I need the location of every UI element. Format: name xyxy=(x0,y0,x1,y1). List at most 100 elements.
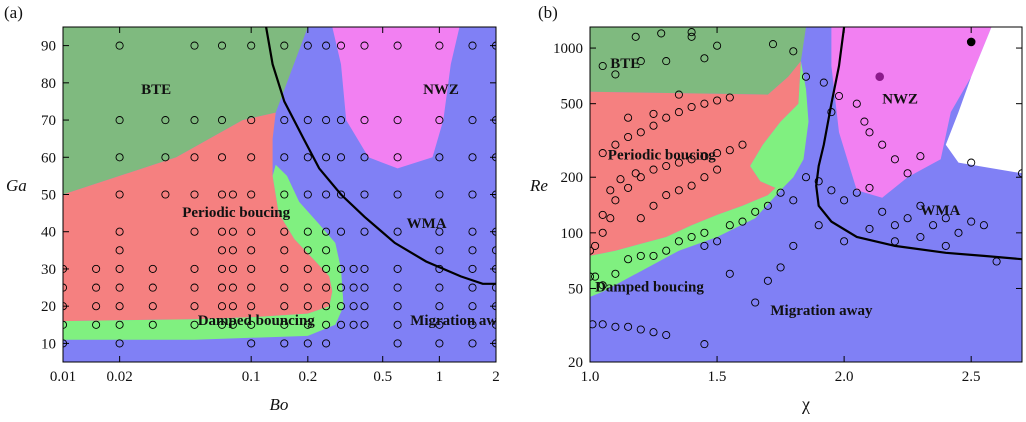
data-point-marker xyxy=(336,116,346,125)
x-tick-label: 2.5 xyxy=(962,369,981,385)
data-point-marker xyxy=(687,232,696,242)
region-label-migration-away: Migration away xyxy=(410,313,513,329)
x-tick-label: 2 xyxy=(492,369,500,385)
data-point-marker xyxy=(598,320,607,329)
data-point-marker xyxy=(649,251,658,260)
y-tick-label: 80 xyxy=(41,76,56,92)
data-point-marker xyxy=(435,246,444,255)
panel-b: (b) BTE NWZ Periodic boucing WMA Damped bouc… xyxy=(529,3,1023,414)
panel-a-regions: BTE NWZ Periodic boucing WMA Damped bouncing… xyxy=(63,27,513,362)
data-point-marker xyxy=(349,320,358,329)
data-point-marker xyxy=(649,165,658,174)
panel-a-ticks: 0.01 0.02 0.1 0.2 0.5 1 2 10 20 30 40 50 60 70 80 90 xyxy=(41,27,500,385)
data-point-marker xyxy=(776,188,785,197)
data-point-marker xyxy=(247,246,256,255)
data-point-marker xyxy=(435,153,444,162)
region-label-periodic-boucing: Periodic boucing xyxy=(608,147,716,163)
data-point-marker xyxy=(840,196,849,205)
data-point-marker xyxy=(700,152,709,161)
data-point-marker xyxy=(649,328,658,337)
data-point-marker xyxy=(336,153,346,162)
data-point-marker xyxy=(700,99,709,108)
data-point-marker xyxy=(336,264,346,273)
data-point-marker xyxy=(322,41,331,50)
data-point-marker xyxy=(190,302,199,311)
data-point-marker xyxy=(360,320,369,329)
data-point-marker xyxy=(303,227,312,236)
panel-b-markers xyxy=(590,28,1022,349)
data-point-marker xyxy=(468,320,477,329)
data-point-marker xyxy=(662,330,671,340)
data-point-marker xyxy=(435,302,444,311)
data-point-marker xyxy=(819,78,828,87)
data-point-marker xyxy=(611,140,620,149)
data-point-marker xyxy=(217,246,227,255)
data-point-marker xyxy=(92,283,101,292)
data-point-marker xyxy=(115,264,124,273)
data-point-marker xyxy=(336,302,346,311)
data-point-marker xyxy=(280,227,289,236)
data-point-marker xyxy=(247,264,256,273)
data-point-marker xyxy=(611,269,620,278)
data-point-marker xyxy=(468,264,477,273)
data-point-marker xyxy=(217,116,227,125)
data-point-marker xyxy=(393,339,402,348)
data-point-marker xyxy=(916,201,925,210)
data-point-marker xyxy=(360,283,369,292)
data-point-marker xyxy=(247,116,256,125)
data-point-marker xyxy=(624,132,633,142)
region-bte xyxy=(590,27,806,95)
panel-a: (a) BTE NWZ Periodic boucing WMA Damped boun… xyxy=(4,3,513,414)
data-point-marker xyxy=(303,190,312,199)
data-point-marker xyxy=(606,186,615,195)
x-tick-label: 0.02 xyxy=(107,369,133,385)
panel-b-y-axis-label: Re xyxy=(529,176,548,195)
data-point-marker xyxy=(611,322,620,331)
y-tick-label: 90 xyxy=(41,39,56,55)
y-tick-label: 30 xyxy=(41,262,56,278)
panel-a-plot-area: BTE NWZ Periodic boucing WMA Damped bouncing… xyxy=(41,26,513,385)
data-point-marker xyxy=(860,117,869,126)
data-point-marker xyxy=(687,181,696,190)
data-point-marker xyxy=(591,241,600,250)
data-point-marker xyxy=(435,283,444,292)
data-point-marker xyxy=(687,102,696,112)
data-point-marker xyxy=(468,283,477,292)
data-point-marker xyxy=(393,227,402,236)
panel-b-x-axis-label: χ xyxy=(801,394,810,414)
data-point-marker xyxy=(92,302,101,311)
data-point-marker xyxy=(280,302,289,311)
data-point-marker xyxy=(393,153,402,162)
data-point-marker xyxy=(303,302,312,311)
data-point-marker xyxy=(360,116,369,125)
data-point-marker xyxy=(674,158,683,167)
data-point-marker xyxy=(228,227,237,236)
data-point-marker xyxy=(611,196,620,205)
x-tick-label: 0.01 xyxy=(50,369,76,385)
data-point-marker xyxy=(636,214,645,223)
panel-b-label: (b) xyxy=(538,3,558,22)
data-point-marker xyxy=(280,264,289,273)
data-point-marker xyxy=(303,116,312,125)
data-point-marker xyxy=(280,41,289,50)
data-point-marker xyxy=(115,190,124,199)
data-point-marker xyxy=(979,221,988,230)
data-point-marker xyxy=(228,302,237,311)
data-point-marker xyxy=(161,116,170,125)
data-point-marker xyxy=(336,320,346,329)
region-periodic-boucing xyxy=(63,112,333,322)
data-point-marker xyxy=(687,32,696,41)
region-label-bte: BTE xyxy=(141,82,171,98)
data-point-marker xyxy=(468,227,477,236)
data-point-marker xyxy=(700,228,709,237)
region-damped-bouncing xyxy=(63,164,344,340)
data-point-marker xyxy=(738,140,747,149)
data-point-marker xyxy=(751,298,760,307)
data-point-marker xyxy=(217,153,227,162)
data-point-marker xyxy=(636,173,645,182)
data-point-marker xyxy=(280,246,289,255)
data-point-marker xyxy=(763,276,772,285)
filled-data-point-marker xyxy=(875,72,885,81)
data-point-marker xyxy=(148,302,157,311)
data-point-marker xyxy=(322,320,331,329)
